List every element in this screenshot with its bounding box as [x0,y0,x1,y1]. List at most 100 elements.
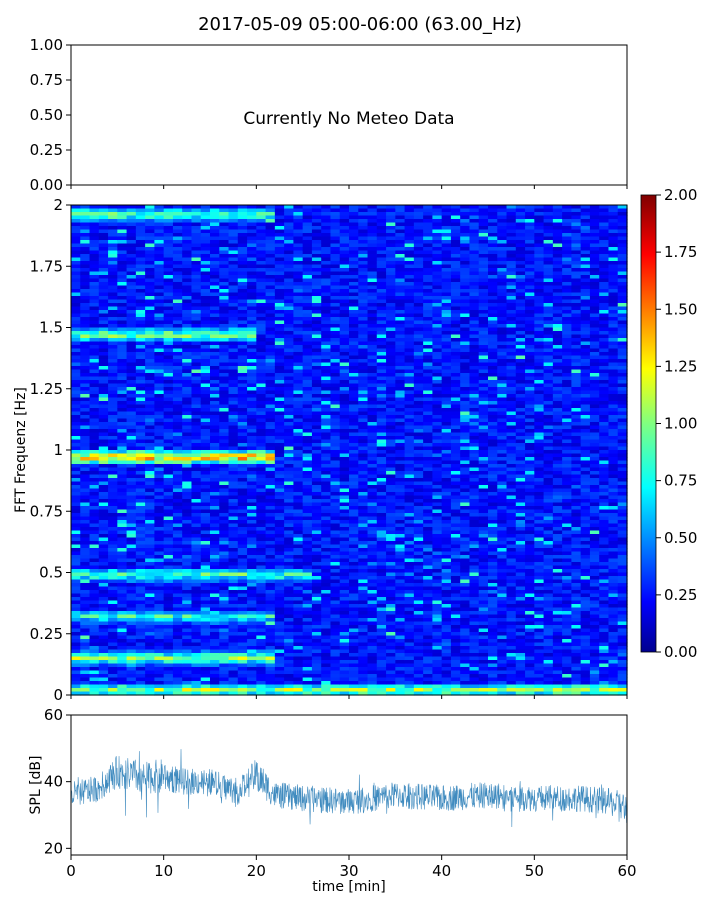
heatmap-cell [163,600,174,605]
heatmap-cell [339,247,350,252]
heatmap-cell [71,331,81,336]
heatmap-cell [210,681,220,686]
heatmap-cell [108,499,118,504]
heatmap-cell [182,485,193,490]
heatmap-cell [367,222,378,227]
heatmap-cell [126,345,137,350]
heatmap-cell [395,446,406,451]
heatmap-cell [349,502,359,507]
heatmap-cell [376,551,387,556]
heatmap-cell [172,229,183,234]
heatmap-cell [191,411,202,416]
heatmap-cell [274,397,285,402]
heatmap-cell [89,432,100,437]
heatmap-cell [200,642,211,647]
heatmap-cell [219,534,230,539]
heatmap-cell [358,614,369,619]
heatmap-cell [182,436,193,441]
heatmap-cell [191,457,202,462]
heatmap-cell [172,530,183,535]
heatmap-cell [89,485,100,490]
heatmap-cell [349,243,359,248]
heatmap-cell [302,464,313,469]
heatmap-cell [210,383,220,388]
heatmap-cell [172,681,183,686]
heatmap-cell [154,586,165,591]
heatmap-cell [154,254,165,259]
heatmap-cell [219,618,230,623]
heatmap-cell [71,688,81,693]
heatmap-cell [200,236,211,241]
heatmap-cell [210,537,220,542]
heatmap-cell [117,677,128,682]
heatmap-cell [117,320,128,325]
heatmap-cell [210,425,220,430]
heatmap-cell [98,317,109,322]
heatmap-cell [367,611,378,616]
heatmap-cell [265,446,276,451]
heatmap-cell [386,226,396,231]
heatmap-cell [330,681,341,686]
heatmap-cell [302,488,313,493]
heatmap-cell [135,621,146,626]
heatmap-cell [117,205,128,210]
heatmap-cell [293,537,304,542]
heatmap-cell [80,415,91,420]
heatmap-cell [154,205,165,210]
heatmap-cell [108,313,118,318]
heatmap-cell [302,446,313,451]
heatmap-cell [135,341,146,346]
heatmap-cell [163,628,174,633]
heatmap-cell [145,408,155,413]
heatmap-cell [154,527,165,532]
heatmap-cell [210,562,220,567]
heatmap-cell [182,247,193,252]
heatmap-cell [191,474,202,479]
heatmap-cell [154,562,165,567]
heatmap-cell [219,243,230,248]
heatmap-cell [228,411,239,416]
heatmap-cell [367,348,378,353]
heatmap-cell [172,327,183,332]
heatmap-cell [386,688,396,693]
heatmap-cell [274,271,285,276]
heatmap-cell [339,481,350,486]
heatmap-cell [163,425,174,430]
heatmap-cell [200,338,211,343]
heatmap-cell [191,352,202,357]
heatmap-cell [163,208,174,213]
heatmap-cell [256,597,267,602]
heatmap-cell [200,341,211,346]
heatmap-cell [358,663,369,668]
heatmap-cell [256,355,267,360]
heatmap-cell [219,600,230,605]
heatmap-cell [302,481,313,486]
heatmap-cell [108,324,118,329]
heatmap-cell [237,548,248,553]
heatmap-cell [117,460,128,465]
heatmap-cell [219,247,230,252]
heatmap-cell [237,278,248,283]
heatmap-cell [367,607,378,612]
heatmap-cell [135,450,146,455]
heatmap-cell [117,604,128,609]
heatmap-cell [349,397,359,402]
heatmap-cell [191,660,202,665]
heatmap-cell [293,488,304,493]
heatmap-cell [339,495,350,500]
heatmap-cell [330,219,341,224]
heatmap-cell [108,247,118,252]
heatmap-cell [210,271,220,276]
heatmap-cell [237,348,248,353]
heatmap-cell [108,558,118,563]
heatmap-cell [265,621,276,626]
heatmap-cell [154,548,165,553]
heatmap-cell [237,569,248,574]
heatmap-cell [237,481,248,486]
heatmap-cell [191,289,202,294]
heatmap-cell [293,411,304,416]
heatmap-cell [219,583,230,588]
heatmap-cell [330,464,341,469]
heatmap-cell [311,401,322,406]
heatmap-cell [154,348,165,353]
